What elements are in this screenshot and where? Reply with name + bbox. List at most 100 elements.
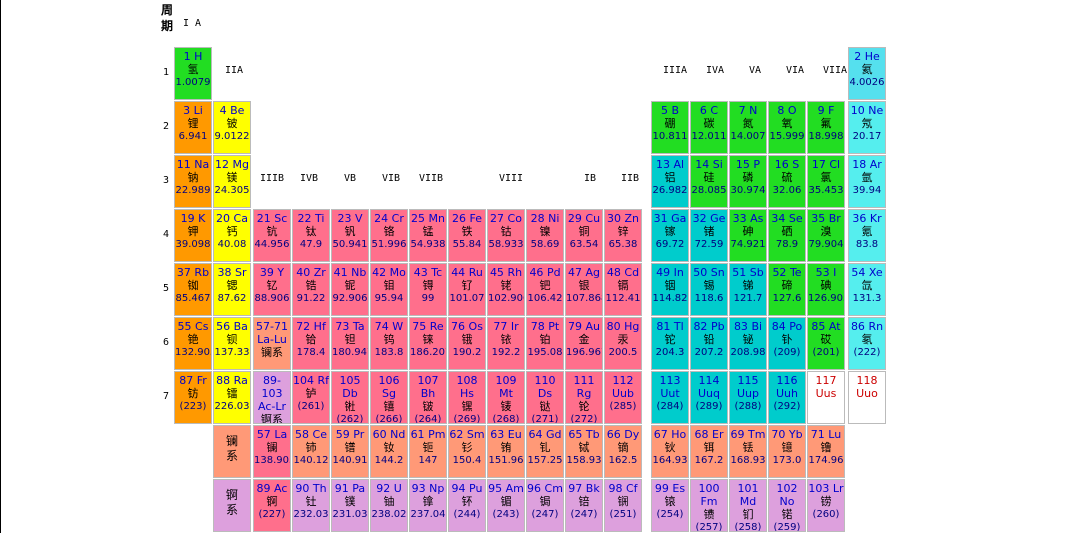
atomic-number: 9 <box>817 104 825 117</box>
element-symbol: Ir <box>510 320 519 333</box>
element-cell: 90 Th 钍 232.03 <box>292 479 330 532</box>
element-name: 锫 <box>578 495 590 508</box>
atomic-mass: (223) <box>179 401 207 412</box>
atomic-mass: 232.03 <box>293 509 329 520</box>
atomic-number: 113 <box>659 374 681 387</box>
element-heading: 11 Na <box>175 158 211 171</box>
atomic-mass: 50.941 <box>332 239 368 250</box>
atomic-number: 49 <box>656 266 671 279</box>
element-cell: 14 Si 硅 28.085 <box>690 155 728 208</box>
element-cell: 11 Na 钠 22.989 <box>174 155 212 208</box>
element-symbol: Am <box>505 482 524 495</box>
element-name: 钙 <box>226 225 238 238</box>
element-heading: 74 W <box>371 320 407 333</box>
element-heading: 58 Ce <box>293 428 329 441</box>
element-name: 氯 <box>820 171 832 184</box>
element-name: 镉 <box>617 279 629 292</box>
element-name: 铋 <box>742 333 754 346</box>
group-label: VB <box>344 173 357 184</box>
element-cell: 49 In 铟 114.82 <box>651 263 689 316</box>
element-cell: 5 B 硼 10.811 <box>651 101 689 154</box>
element-heading: 56 Ba <box>214 320 250 333</box>
element-cell: 66 Dy 镝 162.5 <box>604 425 642 478</box>
element-symbol: Nb <box>351 266 367 279</box>
element-cell: 95 Am 镅 (243) <box>487 479 525 532</box>
atomic-number: 92 <box>376 482 391 495</box>
element-cell: 44 Ru 钌 101.07 <box>448 263 486 316</box>
element-name: 锇 <box>461 333 473 346</box>
element-name: 钐 <box>461 441 473 454</box>
atomic-mass: 58.933 <box>488 239 524 250</box>
atomic-mass: 132.905 <box>175 347 211 358</box>
element-name: 𬬭 <box>578 400 590 413</box>
element-symbol: Cd <box>624 266 640 279</box>
element-heading: 25 Mn <box>410 212 446 225</box>
atomic-number: 68 <box>694 428 709 441</box>
atomic-mass: 44.956 <box>254 239 290 250</box>
atomic-number: 70 <box>771 428 786 441</box>
element-heading: 93 Np <box>410 482 446 495</box>
element-name: 钋 <box>781 333 793 346</box>
element-name: 镭 <box>226 387 238 400</box>
element-cell: 85 At 砹 (201) <box>807 317 845 370</box>
element-name: 𬭊 <box>344 400 356 413</box>
element-heading: 68 Er <box>691 428 727 441</box>
atomic-mass: 72.59 <box>694 239 724 250</box>
atomic-mass: (266) <box>375 414 403 424</box>
element-symbol: Dy <box>624 428 640 441</box>
element-heading: 24 Cr <box>371 212 407 225</box>
element-heading: 13 Al <box>652 158 688 171</box>
element-name: 铟 <box>664 279 676 292</box>
atomic-number: 110 <box>534 374 556 387</box>
atomic-mass: 88.906 <box>254 293 290 304</box>
element-cell: 41 Nb 铌 92.906 <box>331 263 369 316</box>
element-heading: 44 Ru <box>449 266 485 279</box>
atomic-mass: 6.941 <box>178 131 208 142</box>
element-cell: 82 Pb 铅 207.2 <box>690 317 728 370</box>
element-heading: 84 Po <box>769 320 805 333</box>
series-label: 镧系 <box>213 425 251 478</box>
element-symbol: H <box>194 50 203 63</box>
group-label: VIIA <box>823 65 848 76</box>
atomic-mass: 151.96 <box>488 455 524 466</box>
atomic-mass: (247) <box>531 509 559 520</box>
atomic-mass: 24.305 <box>214 185 250 196</box>
atomic-mass: (288) <box>734 401 762 412</box>
element-cell: 58 Ce 铈 140.12 <box>292 425 330 478</box>
atomic-number: 74 <box>374 320 389 333</box>
atomic-number: 53 <box>815 266 830 279</box>
element-name: 锘 <box>781 508 793 521</box>
atomic-number: 96 <box>527 482 542 495</box>
element-name: 铕 <box>500 441 512 454</box>
element-cell: 88 Ra 镭 226.03 <box>213 371 251 424</box>
element-symbol: Cu <box>585 212 601 225</box>
period-number: 2 <box>163 121 170 132</box>
element-symbol: Bk <box>585 482 600 495</box>
element-cell: 9 F 氟 18.998 <box>807 101 845 154</box>
element-symbol: Be <box>230 104 245 117</box>
element-heading: 78 Pt <box>527 320 563 333</box>
element-name: 氟 <box>820 117 832 130</box>
element-heading: 14 Si <box>691 158 727 171</box>
atomic-mass: (201) <box>812 347 840 358</box>
element-symbol: Zn <box>624 212 639 225</box>
element-name: 锔 <box>539 495 551 508</box>
atomic-number: 71 <box>810 428 825 441</box>
element-heading: 116 Uuh <box>769 374 805 400</box>
element-name: 氮 <box>742 117 754 130</box>
element-name: 镝 <box>617 441 629 454</box>
element-symbol: Cs <box>195 320 209 333</box>
atomic-mass: 106.42 <box>527 293 563 304</box>
element-heading: 112 Uub <box>605 374 641 400</box>
element-cell: 118 Uuo <box>848 371 886 424</box>
element-symbol: Ta <box>352 320 365 333</box>
element-heading: 60 Nd <box>371 428 407 441</box>
atomic-number: 10 <box>850 104 865 117</box>
atomic-number: 75 <box>412 320 427 333</box>
element-name: 镓 <box>664 225 676 238</box>
element-symbol: Mg <box>232 158 249 171</box>
element-cell: 43 Tc 锝 99 <box>409 263 447 316</box>
element-heading: 91 Pa <box>332 482 368 495</box>
element-cell: 108 Hs 𬭶 (269) <box>448 371 486 424</box>
element-symbol: B <box>671 104 680 117</box>
